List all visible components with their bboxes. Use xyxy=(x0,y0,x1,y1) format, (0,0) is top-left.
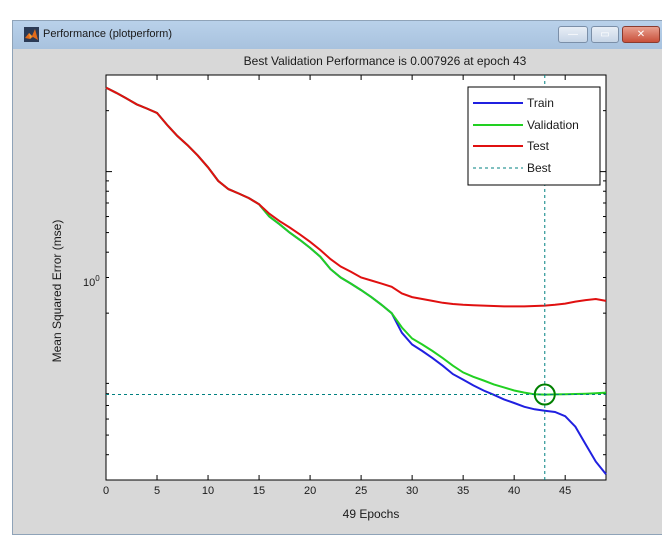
minimize-button[interactable]: — xyxy=(558,26,588,43)
maximize-button[interactable]: ▭ xyxy=(591,26,619,43)
performance-window: Performance (plotperform) — ▭ ✕ Best Val… xyxy=(12,20,662,535)
legend: Train Validation Test Best xyxy=(467,86,601,186)
title-bar[interactable]: Performance (plotperform) — ▭ ✕ xyxy=(13,21,662,49)
x-tick-label: 15 xyxy=(253,485,265,497)
axis-ticks: 0 5 10 15 20 25 30 35 40 45 xyxy=(103,74,606,497)
y-tick-base: 10 xyxy=(83,277,95,289)
matlab-logo-icon xyxy=(24,27,39,42)
y-tick-exponent: 0 xyxy=(95,274,100,283)
maximize-icon: ▭ xyxy=(600,29,610,40)
y-axis-label: Mean Squared Error (mse) xyxy=(50,220,64,363)
y-tick-label: 100 xyxy=(83,274,100,289)
x-tick-label: 30 xyxy=(406,485,418,497)
chart-title: Best Validation Performance is 0.007926 … xyxy=(244,54,527,68)
best-epoch-marker xyxy=(533,383,556,406)
performance-chart: Best Validation Performance is 0.007926 … xyxy=(50,54,607,521)
x-tick-label: 0 xyxy=(103,485,109,497)
legend-test-label: Test xyxy=(527,139,550,153)
legend-train-label: Train xyxy=(527,96,554,110)
window-title: Performance (plotperform) xyxy=(43,28,172,40)
x-tick-label: 5 xyxy=(154,485,160,497)
x-tick-label: 10 xyxy=(202,485,214,497)
x-tick-label: 35 xyxy=(457,485,469,497)
close-icon: ✕ xyxy=(636,29,646,40)
x-axis-label: 49 Epochs xyxy=(343,507,400,521)
x-tick-label: 40 xyxy=(508,485,520,497)
series-lines xyxy=(105,86,607,475)
x-tick-label: 25 xyxy=(355,485,367,497)
legend-best-label: Best xyxy=(527,161,552,175)
close-button[interactable]: ✕ xyxy=(622,26,660,43)
legend-validation-label: Validation xyxy=(527,118,579,132)
minimize-icon: — xyxy=(568,29,578,40)
x-tick-label: 45 xyxy=(559,485,571,497)
series-test-line xyxy=(105,86,607,308)
x-tick-label: 20 xyxy=(304,485,316,497)
